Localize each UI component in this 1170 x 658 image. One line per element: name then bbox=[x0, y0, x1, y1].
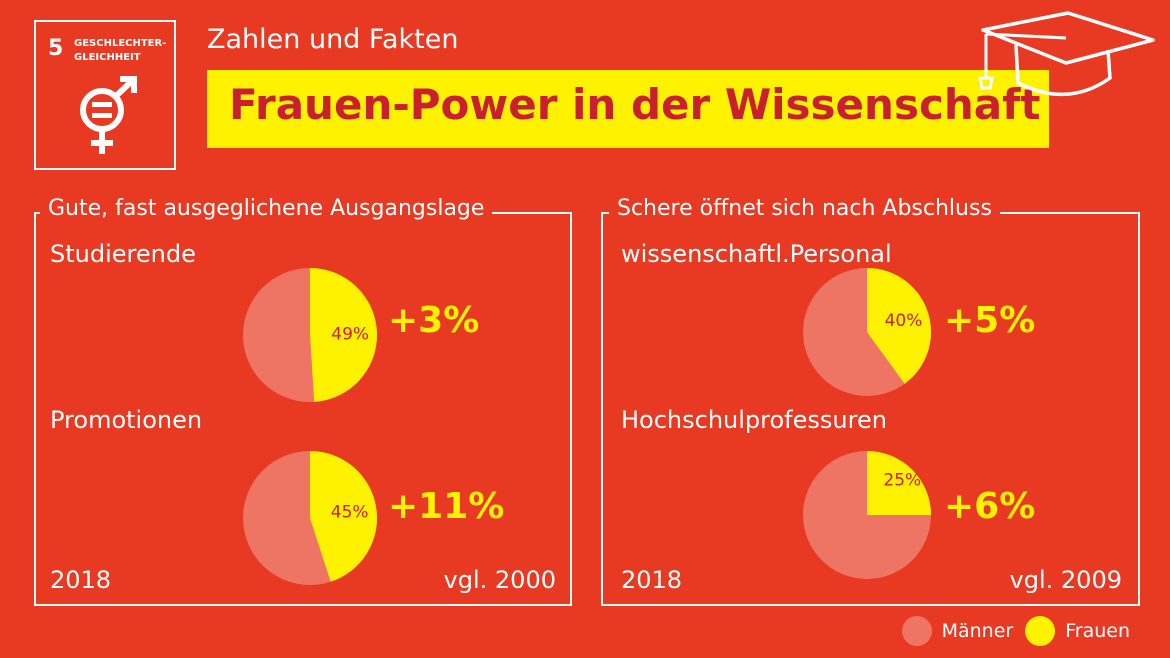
change-promotionen: +11% bbox=[388, 486, 505, 527]
page-title: Frauen-Power in der Wissenschaft bbox=[229, 80, 1041, 129]
panel-left-year: 2018 bbox=[50, 566, 112, 594]
chart-personal-title: wissenschaftl.Personal bbox=[621, 240, 892, 268]
chart-promotionen-title: Promotionen bbox=[50, 406, 203, 434]
pie-label-studierende: 49% bbox=[331, 325, 369, 345]
sdg-label: GESCHLECHTER-GLEICHHEIT bbox=[74, 38, 167, 63]
pie-chart-studierende: 49% bbox=[243, 268, 377, 402]
pie-slice-frauen-professuren bbox=[867, 451, 931, 515]
change-professuren: +6% bbox=[944, 486, 1036, 527]
panel-right: Schere öffnet sich nach Abschluss wissen… bbox=[601, 196, 1140, 606]
legend-label-frauen: Frauen bbox=[1065, 620, 1130, 642]
sdg-number: 5 bbox=[48, 36, 64, 61]
pie-label-promotionen: 45% bbox=[331, 503, 369, 523]
pie-chart-professuren: 25% bbox=[803, 451, 931, 579]
panel-right-compare: vgl. 2009 bbox=[1009, 566, 1122, 594]
panel-right-year: 2018 bbox=[621, 566, 683, 594]
gender-equality-icon bbox=[80, 76, 137, 154]
chart-professuren-title: Hochschulprofessuren bbox=[621, 406, 887, 434]
pie-slice-frauen-studierende bbox=[310, 268, 377, 402]
kicker-title: Zahlen und Fakten bbox=[207, 24, 459, 55]
pie-chart-promotionen: 45% bbox=[243, 451, 377, 585]
legend-label-maenner: Männer bbox=[941, 620, 1014, 642]
pie-chart-personal: 40% bbox=[803, 268, 931, 396]
pie-slice-frauen-personal bbox=[867, 268, 931, 384]
panel-left: Gute, fast ausgeglichene Ausgangslage St… bbox=[34, 196, 572, 606]
panel-left-heading: Gute, fast ausgeglichene Ausgangslage bbox=[40, 196, 493, 221]
chart-studierende-title: Studierende bbox=[50, 240, 196, 268]
legend-swatch-frauen bbox=[1025, 616, 1056, 646]
change-studierende: +3% bbox=[388, 300, 480, 341]
title-bar: Frauen-Power in der Wissenschaft bbox=[207, 70, 1049, 148]
change-personal: +5% bbox=[944, 300, 1036, 341]
panel-left-compare: vgl. 2000 bbox=[443, 566, 556, 594]
legend: Männer Frauen bbox=[901, 616, 1142, 646]
panel-right-heading: Schere öffnet sich nach Abschluss bbox=[609, 196, 1000, 221]
graduation-cap-icon bbox=[978, 11, 1155, 97]
sdg-badge: 5 GESCHLECHTER-GLEICHHEIT bbox=[34, 20, 176, 170]
pie-label-personal: 40% bbox=[885, 311, 923, 331]
legend-swatch-maenner bbox=[901, 616, 932, 646]
pie-label-professuren: 25% bbox=[883, 471, 921, 491]
pie-slice-frauen-promotionen bbox=[310, 451, 377, 582]
